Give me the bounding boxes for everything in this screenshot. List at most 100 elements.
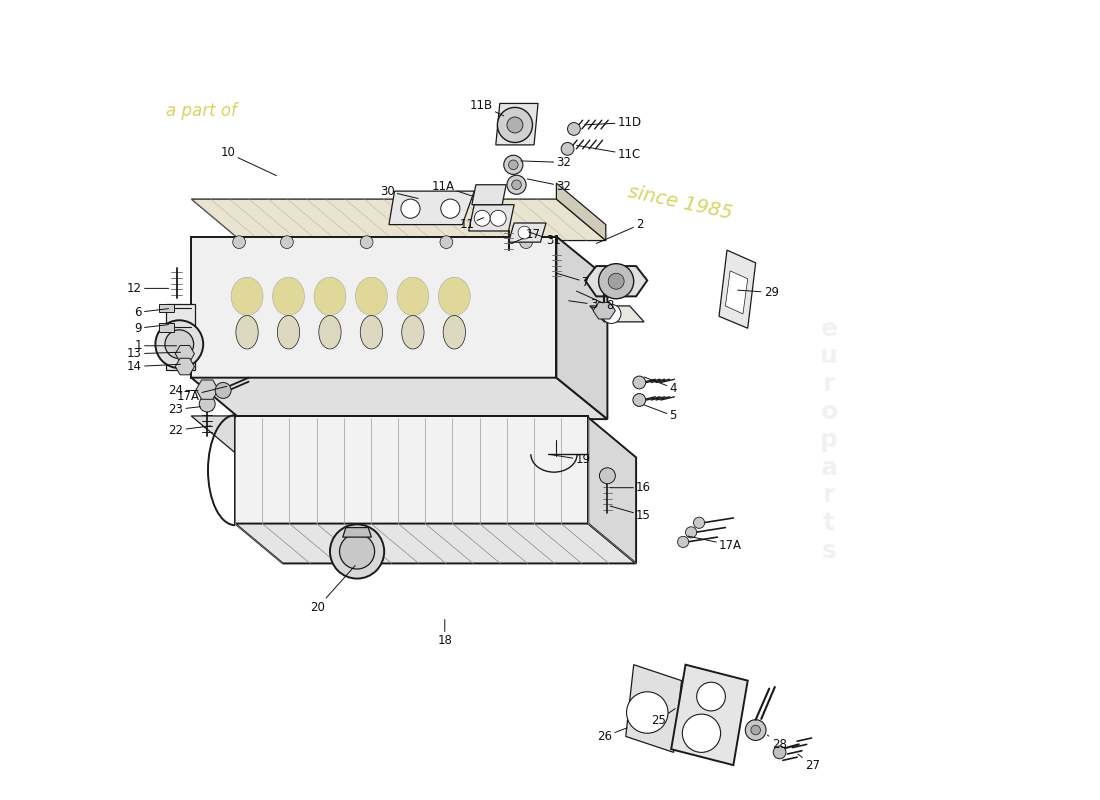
Text: 22: 22 bbox=[168, 424, 211, 437]
Circle shape bbox=[330, 524, 384, 578]
Circle shape bbox=[685, 526, 696, 538]
Polygon shape bbox=[235, 416, 589, 523]
Ellipse shape bbox=[397, 278, 429, 315]
Circle shape bbox=[518, 226, 531, 239]
Circle shape bbox=[632, 394, 646, 406]
Polygon shape bbox=[585, 266, 647, 296]
Text: 18: 18 bbox=[438, 620, 452, 647]
Text: 5: 5 bbox=[645, 405, 676, 422]
Polygon shape bbox=[175, 358, 195, 375]
Circle shape bbox=[508, 160, 518, 170]
Text: 16: 16 bbox=[610, 481, 651, 494]
Ellipse shape bbox=[235, 315, 258, 349]
Circle shape bbox=[507, 175, 526, 194]
Ellipse shape bbox=[273, 278, 305, 315]
Circle shape bbox=[602, 304, 621, 323]
Text: 17A: 17A bbox=[176, 386, 227, 402]
Text: 26: 26 bbox=[597, 728, 627, 743]
Text: 12: 12 bbox=[126, 282, 168, 295]
Polygon shape bbox=[588, 418, 636, 563]
Circle shape bbox=[632, 376, 646, 389]
Text: eu: eu bbox=[345, 290, 548, 430]
Text: 32: 32 bbox=[527, 179, 571, 193]
Text: 19: 19 bbox=[551, 454, 591, 466]
Text: 24: 24 bbox=[168, 384, 198, 397]
Circle shape bbox=[600, 468, 615, 484]
Circle shape bbox=[497, 107, 532, 142]
Text: 1: 1 bbox=[134, 339, 176, 352]
Polygon shape bbox=[191, 237, 557, 378]
Circle shape bbox=[491, 210, 506, 226]
Circle shape bbox=[361, 236, 373, 249]
Polygon shape bbox=[343, 527, 372, 537]
Text: 8: 8 bbox=[576, 291, 613, 313]
Polygon shape bbox=[590, 306, 645, 322]
Polygon shape bbox=[196, 380, 219, 399]
Ellipse shape bbox=[439, 278, 471, 315]
Text: 17: 17 bbox=[512, 228, 541, 243]
Circle shape bbox=[561, 142, 574, 155]
Circle shape bbox=[233, 236, 245, 249]
Text: 32: 32 bbox=[521, 156, 571, 169]
Text: 13: 13 bbox=[126, 347, 180, 360]
Circle shape bbox=[773, 746, 786, 758]
Text: 31: 31 bbox=[529, 232, 561, 247]
Circle shape bbox=[504, 155, 522, 174]
Polygon shape bbox=[191, 199, 606, 241]
Circle shape bbox=[519, 236, 532, 249]
Ellipse shape bbox=[443, 315, 465, 349]
Polygon shape bbox=[557, 237, 607, 419]
Text: 7: 7 bbox=[557, 274, 590, 289]
Polygon shape bbox=[175, 346, 195, 362]
Circle shape bbox=[216, 382, 231, 398]
Text: 10: 10 bbox=[220, 146, 276, 176]
Text: 17A: 17A bbox=[689, 536, 743, 551]
Text: 15: 15 bbox=[610, 506, 651, 522]
Circle shape bbox=[441, 199, 460, 218]
Text: 27: 27 bbox=[798, 754, 821, 772]
Polygon shape bbox=[469, 205, 514, 231]
Ellipse shape bbox=[402, 315, 424, 349]
FancyBboxPatch shape bbox=[160, 304, 174, 312]
Polygon shape bbox=[671, 665, 748, 765]
Circle shape bbox=[199, 396, 216, 412]
Ellipse shape bbox=[319, 315, 341, 349]
Polygon shape bbox=[389, 191, 474, 225]
Polygon shape bbox=[472, 185, 506, 205]
Circle shape bbox=[682, 714, 720, 752]
Text: 11: 11 bbox=[460, 218, 484, 231]
Circle shape bbox=[507, 117, 522, 133]
Polygon shape bbox=[626, 665, 682, 752]
Text: 20: 20 bbox=[310, 566, 355, 614]
Polygon shape bbox=[725, 271, 748, 314]
Text: 4: 4 bbox=[645, 377, 678, 394]
Circle shape bbox=[512, 180, 521, 190]
Text: a part of: a part of bbox=[166, 102, 236, 121]
Circle shape bbox=[400, 199, 420, 218]
Text: 14: 14 bbox=[126, 360, 180, 373]
Circle shape bbox=[608, 274, 624, 289]
Text: 2: 2 bbox=[596, 218, 644, 243]
Ellipse shape bbox=[314, 278, 345, 315]
Circle shape bbox=[598, 264, 634, 298]
Circle shape bbox=[746, 720, 766, 741]
Text: 11B: 11B bbox=[470, 98, 504, 116]
Circle shape bbox=[165, 330, 194, 358]
Polygon shape bbox=[235, 523, 636, 563]
Ellipse shape bbox=[355, 278, 387, 315]
Text: 6: 6 bbox=[134, 306, 168, 319]
Polygon shape bbox=[593, 302, 615, 319]
Text: 29: 29 bbox=[738, 286, 779, 299]
Circle shape bbox=[340, 534, 375, 569]
Polygon shape bbox=[557, 183, 606, 241]
Circle shape bbox=[678, 536, 689, 547]
Circle shape bbox=[155, 320, 204, 368]
Polygon shape bbox=[496, 103, 538, 145]
Circle shape bbox=[751, 726, 760, 735]
Text: 9: 9 bbox=[134, 322, 168, 334]
Polygon shape bbox=[508, 223, 546, 242]
Text: 30: 30 bbox=[379, 185, 418, 198]
Polygon shape bbox=[191, 416, 607, 458]
Text: 3: 3 bbox=[569, 298, 597, 311]
Circle shape bbox=[474, 210, 491, 226]
